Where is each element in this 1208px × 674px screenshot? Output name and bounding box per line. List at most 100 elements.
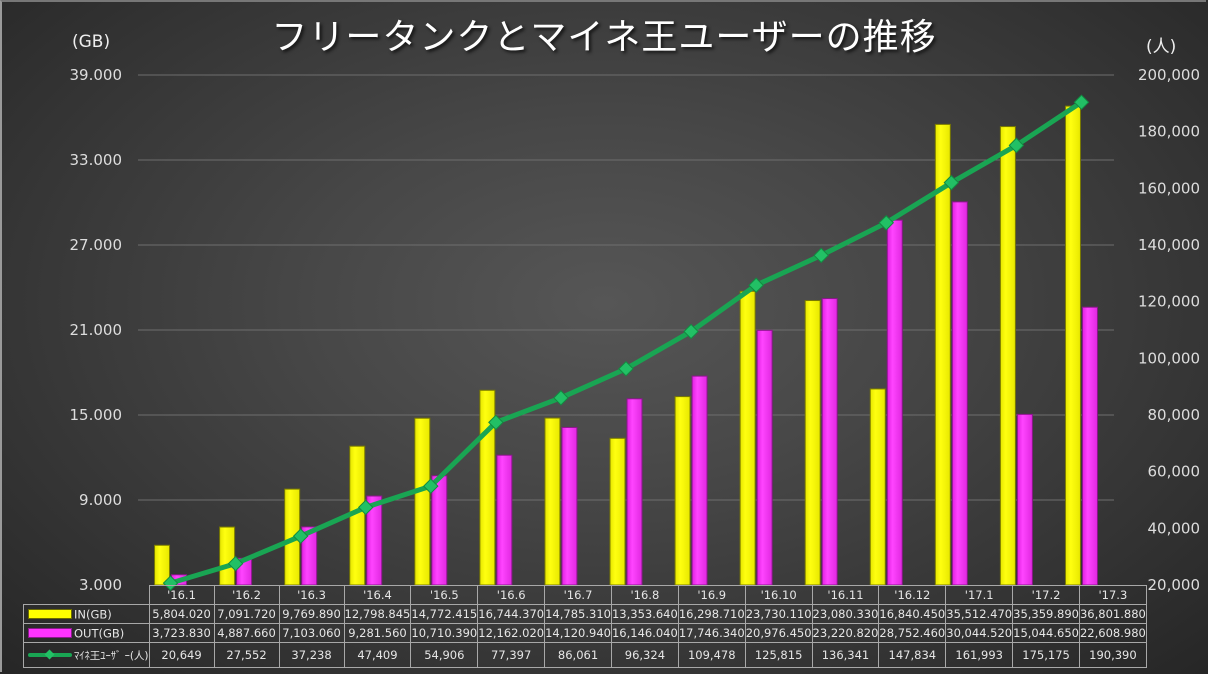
cell-out: 20,976.450 [744,623,813,643]
cell-out: 17,746.340 [677,623,746,643]
bar-out [691,375,708,586]
cell-users: 190,390 [1078,642,1147,668]
right-tick-label: 80,000 [1148,406,1201,424]
right-tick-label: 180,000 [1138,123,1200,141]
legend-label-out: OUT(GB) [74,626,125,641]
cell-users: 47,409 [343,642,412,668]
cell-users: 175,175 [1012,642,1080,668]
right-tick-label: 160,000 [1138,179,1200,197]
legend-label-in: IN(GB) [74,607,112,622]
bar-in [869,388,886,586]
cell-in: 16,744.370 [477,604,546,624]
users-marker [292,528,309,544]
table-row-in: IN(GB) 5,804.020 7,091.720 9,769.890 12,798… [23,604,1147,624]
category-label: '16.7 [544,585,612,605]
table-corner [23,585,150,605]
cell-in: 16,840.450 [878,604,947,624]
cell-in: 23,730.110 [744,604,813,624]
cell-out: 14,120.940 [544,623,612,643]
category-label: '16.6 [477,585,546,605]
cell-in: 13,353.640 [610,604,679,624]
users-marker [813,247,829,264]
table-row-users: ﾏｲﾈ王ﾕｰｻﾞ ｰ(人) 20,649 27,552 37,238 47,409 54… [23,642,1147,668]
right-tick-label: 140,000 [1138,236,1200,254]
legend-users: ﾏｲﾈ王ﾕｰｻﾞ ｰ(人) [23,642,150,668]
bar-in [1064,105,1081,586]
category-label: '17.2 [1012,585,1080,605]
bar-in [609,437,626,586]
users-marker [748,277,764,293]
cell-users: 86,061 [544,642,612,668]
bar-in [804,300,821,586]
cell-in: 9,769.890 [278,604,345,624]
bar-in [544,417,561,586]
bar-in [999,126,1016,586]
bar-in [414,417,431,586]
cell-in: 36,801.880 [1078,604,1147,624]
users-marker [357,499,374,516]
cell-users: 77,397 [477,642,546,668]
cell-out: 4,887.660 [213,623,280,643]
category-label: '16.5 [410,585,479,605]
left-tick-label: 9.000 [79,491,122,509]
bar-out [431,475,448,586]
cell-out: 22,608.980 [1078,623,1147,643]
bar-in [674,396,691,586]
users-marker [1008,137,1025,154]
cell-users: 109,478 [677,642,746,668]
right-tick-label: 100,000 [1138,349,1200,367]
cell-users: 37,238 [278,642,345,668]
cell-in: 14,772.415 [410,604,479,624]
right-tick-label: 200,000 [1138,66,1200,84]
data-table: '16.1'16.2'16.3'16.4'16.5'16.6'16.7'16.8… [23,585,1147,668]
category-label: '16.3 [278,585,345,605]
cell-in: 5,804.020 [148,604,215,624]
users-marker [878,215,895,231]
category-label: '17.1 [945,585,1014,605]
right-axis-ticks: 200,000 180,000 160,000 140,000 120,000 100,0… [1138,66,1200,594]
users-marker [618,360,634,377]
cell-users: 20,649 [148,642,215,668]
legend-in: IN(GB) [23,604,150,624]
bar-out [626,398,643,586]
bar-out [756,329,773,586]
gridlines [138,74,1114,501]
left-axis-unit: (GB) [72,32,111,52]
left-tick-label: 27.000 [70,236,123,254]
users-marker [1073,94,1090,111]
left-tick-label: 21.000 [70,321,123,339]
users-marker [423,478,439,494]
category-label: '16.9 [677,585,746,605]
cell-out: 9,281.560 [343,623,412,643]
cell-users: 54,906 [410,642,479,668]
cell-out: 7,103.060 [278,623,345,643]
cell-out: 28,752.460 [878,623,947,643]
category-label: '16.1 [148,585,215,605]
cell-in: 12,798.845 [343,604,412,624]
bar-out [821,298,838,586]
users-line [162,94,1090,591]
cell-in: 14,785.310 [544,604,612,624]
users-marker [227,555,244,572]
bar-out [886,219,903,586]
legend-label-users: ﾏｲﾈ王ﾕｰｻﾞ ｰ(人) [74,649,149,662]
cell-in: 35,512.470 [945,604,1014,624]
category-label: '16.11 [811,585,880,605]
cell-out: 23,220.820 [811,623,880,643]
legend-out: OUT(GB) [23,623,150,643]
legend-key-users [28,650,72,660]
chart-title: フリータンクとマイネ王ユーザーの推移 [271,17,937,58]
table-header-row: '16.1'16.2'16.3'16.4'16.5'16.6'16.7'16.8… [23,585,1147,605]
users-marker [943,174,960,191]
cell-users: 27,552 [213,642,280,668]
cell-in: 35,359.890 [1012,604,1080,624]
left-tick-label: 39.000 [70,66,123,84]
users-marker [553,390,569,406]
cell-users: 96,324 [610,642,679,668]
bar-in [219,526,236,586]
right-tick-label: 20,000 [1148,576,1201,594]
bar-out [1081,306,1098,586]
category-label: '16.2 [213,585,280,605]
cell-users: 136,341 [811,642,880,668]
